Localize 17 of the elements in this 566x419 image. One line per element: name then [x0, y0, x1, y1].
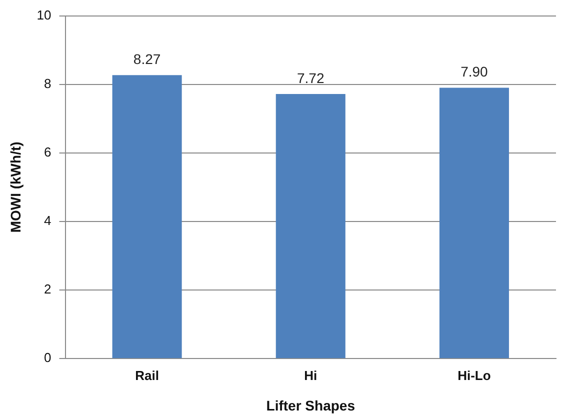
bar — [276, 94, 346, 358]
data-label: 7.90 — [460, 64, 488, 80]
y-tick-label: 2 — [44, 282, 52, 297]
y-tick-label: 4 — [44, 213, 52, 228]
bar — [112, 75, 182, 358]
x-axis-title: Lifter Shapes — [266, 397, 356, 414]
bar — [439, 88, 509, 358]
y-axis-title: MOWI (kWh/t) — [7, 142, 24, 233]
x-tick-label: Hi-Lo — [458, 368, 491, 383]
data-label: 8.27 — [133, 50, 161, 67]
x-tick-label: Rail — [135, 368, 159, 383]
y-tick-label: 10 — [36, 7, 52, 22]
data-label: 7.72 — [297, 70, 324, 86]
x-tick-label: Hi — [304, 368, 318, 383]
y-tick-label: 0 — [44, 350, 52, 366]
y-tick-label: 6 — [44, 144, 52, 160]
y-tick-label: 8 — [44, 76, 52, 91]
